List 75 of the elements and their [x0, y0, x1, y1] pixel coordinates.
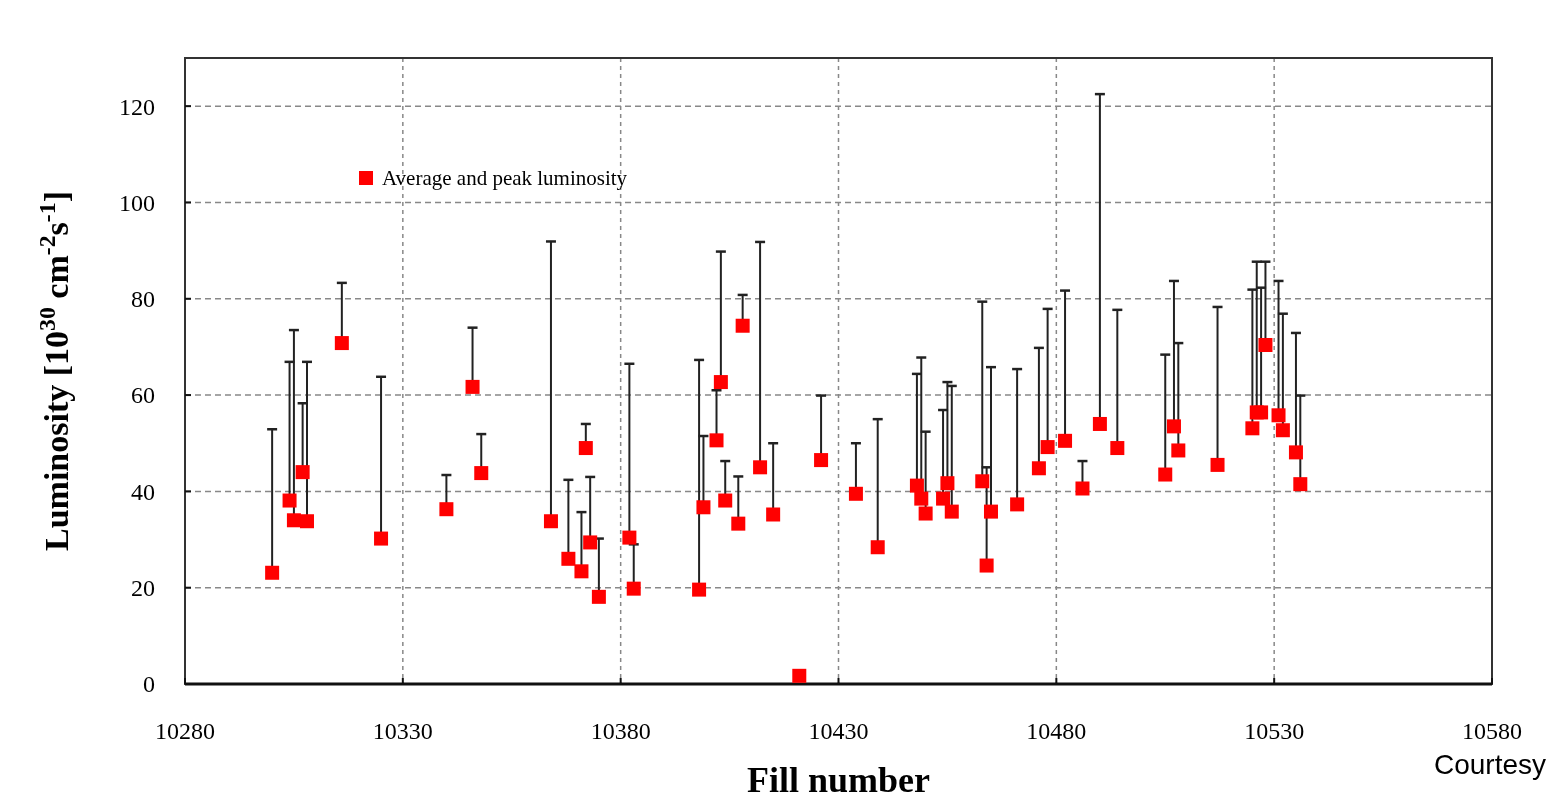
point [1092, 416, 1107, 431]
y-tick-label: 80 [131, 286, 155, 313]
point [848, 486, 863, 501]
point [1275, 423, 1290, 438]
point [474, 466, 489, 481]
point [909, 478, 924, 493]
x-tick-label: 10280 [155, 718, 215, 744]
point [282, 493, 297, 508]
x-tick-label: 10330 [372, 718, 433, 744]
point [1254, 405, 1269, 420]
point [1040, 440, 1055, 455]
point [979, 558, 994, 573]
x-tick-label: 10530 [1244, 718, 1305, 744]
point [1293, 477, 1308, 492]
point [814, 453, 829, 468]
point [1058, 433, 1073, 448]
x-tick-label: 10380 [590, 718, 651, 744]
point [1166, 419, 1181, 434]
point [713, 375, 728, 390]
y-tick-label: 100 [119, 189, 155, 216]
point [465, 379, 480, 394]
point [731, 516, 746, 531]
point [753, 460, 768, 475]
point [918, 506, 933, 521]
point [709, 433, 724, 448]
point [1031, 461, 1046, 476]
y-tick-label: 120 [119, 93, 155, 120]
point [940, 476, 955, 491]
point [1110, 441, 1125, 456]
point [626, 581, 641, 596]
point [936, 491, 951, 506]
legend-label: Average and peak luminosity [382, 166, 628, 191]
point [1171, 443, 1186, 458]
x-axis-title: Fill number [746, 760, 931, 800]
point [1075, 481, 1090, 496]
point [983, 504, 998, 519]
point [543, 514, 558, 529]
point [792, 668, 807, 683]
point [944, 504, 959, 519]
point [439, 502, 454, 517]
point [299, 514, 314, 529]
point [1010, 497, 1025, 512]
point [1288, 445, 1303, 460]
y-tick-label: 0 [143, 671, 155, 698]
point [766, 507, 781, 522]
point [1158, 467, 1173, 482]
point [286, 513, 301, 528]
text: Courtesy [1433, 749, 1546, 780]
x-tick-label: 10480 [1026, 718, 1087, 744]
point [870, 540, 885, 555]
point [735, 318, 750, 333]
point [718, 493, 733, 508]
y-tick-label: 40 [131, 478, 155, 505]
x-tick-label: 10580 [1462, 718, 1522, 744]
point [696, 500, 711, 515]
point [561, 551, 576, 566]
point [334, 336, 349, 351]
point [692, 582, 707, 597]
point [622, 530, 637, 545]
point [1271, 408, 1286, 423]
y-tick-label: 20 [131, 575, 155, 602]
point [914, 491, 929, 506]
point [374, 531, 389, 546]
x-tick-label: 10430 [808, 718, 869, 744]
point [583, 535, 598, 550]
point [975, 474, 990, 489]
y-tick-label: 60 [131, 382, 155, 409]
point [1210, 457, 1225, 472]
point [265, 565, 280, 580]
point [295, 465, 310, 480]
point [1258, 338, 1273, 352]
point [574, 564, 589, 579]
point [1245, 421, 1260, 436]
point [578, 441, 593, 456]
point [591, 589, 606, 604]
